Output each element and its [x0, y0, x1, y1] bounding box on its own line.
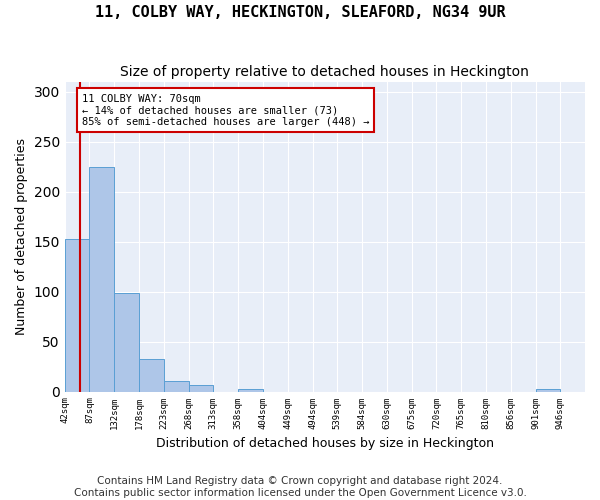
- Bar: [114, 292, 139, 392]
- Bar: [164, 380, 188, 392]
- Bar: [238, 388, 263, 392]
- Bar: [65, 238, 89, 392]
- Bar: [536, 388, 560, 392]
- Title: Size of property relative to detached houses in Heckington: Size of property relative to detached ho…: [121, 65, 529, 79]
- Text: 11, COLBY WAY, HECKINGTON, SLEAFORD, NG34 9UR: 11, COLBY WAY, HECKINGTON, SLEAFORD, NG3…: [95, 5, 505, 20]
- Bar: [139, 358, 164, 392]
- Bar: [89, 166, 114, 392]
- Text: 11 COLBY WAY: 70sqm
← 14% of detached houses are smaller (73)
85% of semi-detach: 11 COLBY WAY: 70sqm ← 14% of detached ho…: [82, 94, 369, 127]
- Text: Contains HM Land Registry data © Crown copyright and database right 2024.
Contai: Contains HM Land Registry data © Crown c…: [74, 476, 526, 498]
- Y-axis label: Number of detached properties: Number of detached properties: [15, 138, 28, 335]
- Bar: [188, 384, 214, 392]
- X-axis label: Distribution of detached houses by size in Heckington: Distribution of detached houses by size …: [156, 437, 494, 450]
